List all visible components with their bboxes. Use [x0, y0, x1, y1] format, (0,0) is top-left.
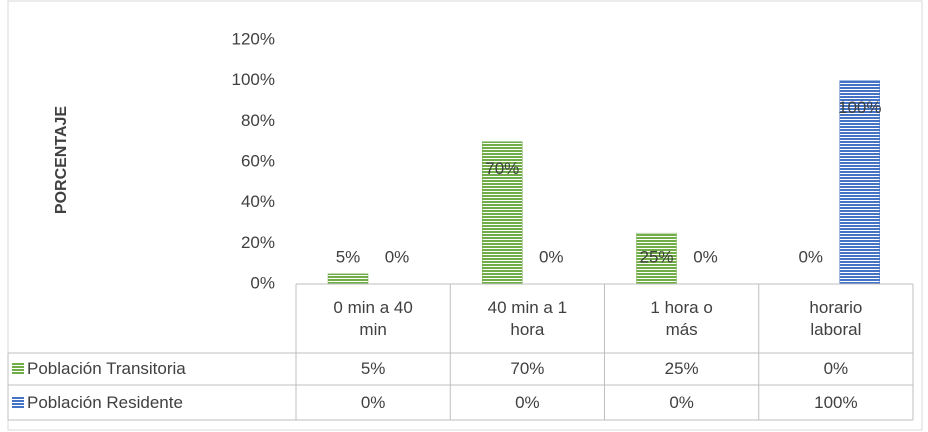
value-cell: 5% [296, 353, 450, 385]
legend-cell: Población Transitoria [8, 353, 296, 385]
cell-text: Población Transitoria [27, 359, 186, 378]
chart-border [7, 0, 923, 431]
value-cell: 0% [605, 385, 759, 420]
y-axis-title: PORCENTAJE [53, 106, 70, 214]
value-cell: 25% [605, 353, 759, 385]
value-cell: 0% [296, 385, 450, 420]
data-label: 0% [693, 247, 718, 266]
value-cell: 0% [450, 385, 604, 420]
value-cell: 0% [759, 353, 913, 385]
category-cell: 1 hora o más [605, 284, 759, 353]
cell-text: 1 hora o más [650, 297, 713, 339]
category-cell: 40 min a 1 hora [450, 284, 604, 353]
data-label: 5% [336, 247, 361, 266]
cell-text: 25% [664, 359, 699, 378]
cell-text: 0% [360, 392, 386, 412]
data-label: 0% [385, 247, 410, 266]
data-label: 0% [539, 247, 564, 266]
category-cell: horario laboral [759, 284, 913, 353]
cell-text: 0 min a 40 min [333, 297, 413, 339]
legend-swatch [12, 363, 24, 375]
y-tick-label: 60% [241, 151, 275, 170]
cell-text: 0% [669, 392, 694, 412]
cell-text: 0% [515, 392, 540, 412]
cell-text: 0% [823, 359, 849, 378]
cell-text: 100% [814, 392, 858, 412]
bar [839, 80, 880, 285]
y-tick-label: 0% [250, 273, 275, 292]
data-label: 25% [639, 247, 673, 266]
legend-cell: Población Residente [8, 385, 296, 420]
y-tick-label: 120% [232, 29, 275, 48]
bar [482, 141, 523, 285]
cell-text: Población Residente [27, 392, 183, 412]
y-tick-label: 20% [241, 233, 275, 252]
data-label: 70% [485, 159, 519, 178]
value-cell: 70% [450, 353, 604, 385]
category-cell: 0 min a 40 min [296, 284, 450, 353]
data-label: 0% [798, 247, 823, 266]
y-tick-label: 80% [241, 111, 275, 130]
bar [636, 232, 677, 285]
cell-text: 5% [360, 359, 386, 378]
bar [327, 273, 369, 285]
cell-text: 40 min a 1 hora [487, 297, 568, 339]
cell-text: horario laboral [809, 297, 863, 339]
y-tick-label: 100% [232, 70, 275, 89]
y-tick-label: 40% [241, 192, 275, 211]
data-label: 100% [838, 98, 881, 117]
value-cell: 100% [759, 385, 913, 420]
legend-swatch [12, 396, 24, 409]
cell-text: 70% [510, 359, 545, 378]
